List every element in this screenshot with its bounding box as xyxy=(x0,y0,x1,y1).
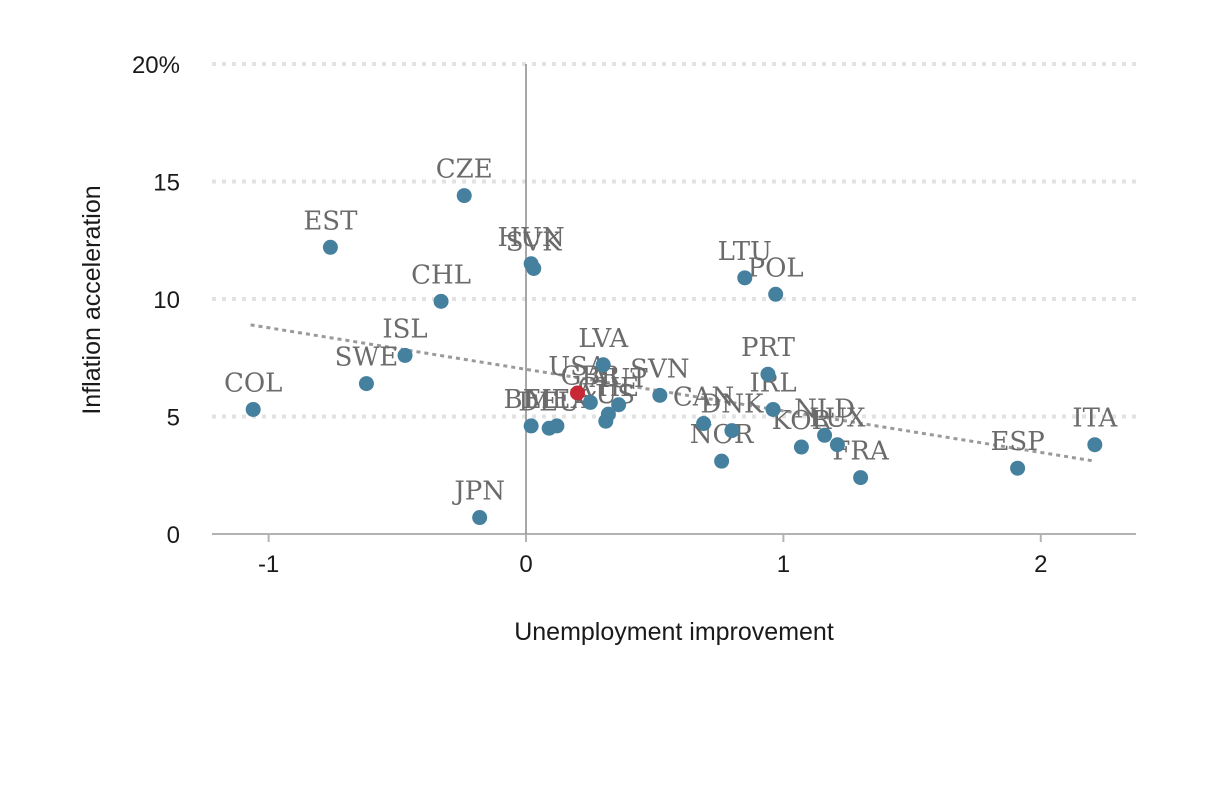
point-label-bel: BEL xyxy=(503,385,558,415)
point-label-est: EST xyxy=(303,206,358,236)
point-can xyxy=(696,416,712,432)
y-tick-label: 5 xyxy=(167,405,180,432)
point-pol xyxy=(768,286,784,302)
point-label-esp: ESP xyxy=(990,427,1044,457)
point-irl xyxy=(765,401,781,417)
point-col xyxy=(245,401,261,417)
point-cze xyxy=(456,188,472,204)
y-tick-label: 20% xyxy=(132,52,180,79)
tick-labels: 0 5 10 15 20% -1 0 1 2 xyxy=(132,52,1047,578)
point-label-lva: LVA xyxy=(578,324,629,354)
point-label-cze: CZE xyxy=(436,155,493,185)
point-label-lux: LUX xyxy=(809,404,866,434)
point-swe xyxy=(358,376,374,392)
point-label-prt: PRT xyxy=(741,333,796,363)
x-tick-label: -1 xyxy=(258,551,279,578)
x-axis-title: Unemployment improvement xyxy=(514,618,834,646)
point-label-dnk: DNK xyxy=(700,390,764,420)
point-dnk xyxy=(724,423,740,439)
point-label-col: COL xyxy=(224,368,282,398)
point-svk xyxy=(526,260,542,276)
y-axis-title: Inflation acceleration xyxy=(78,185,106,414)
point-mex xyxy=(549,418,565,434)
point-label-svn: SVN xyxy=(630,354,689,384)
x-tick-label: 0 xyxy=(519,551,532,578)
grid-lines xyxy=(212,62,1136,419)
point-lva xyxy=(595,357,611,373)
axes xyxy=(212,64,1136,542)
trend-line-group xyxy=(250,323,1096,463)
point-nor xyxy=(714,453,730,469)
point-prt xyxy=(760,366,776,382)
y-tick-label: 10 xyxy=(153,287,180,314)
x-tick-label: 1 xyxy=(777,551,790,578)
point-label-nld: NLD xyxy=(794,394,855,424)
point-label-hun: HUN xyxy=(497,223,564,253)
point-label-can: CAN xyxy=(673,383,734,413)
point-che xyxy=(600,406,616,422)
point-labels: COLESTSWEISLCHLCZEJPNHUNSVKBELDEUMEXUSAG… xyxy=(224,155,1119,507)
point-label-pol: POL xyxy=(748,253,804,283)
point-fra xyxy=(853,470,869,486)
point-gbr xyxy=(582,394,598,410)
point-est xyxy=(322,239,338,255)
point-nld xyxy=(817,427,833,443)
point-lux xyxy=(829,437,845,453)
y-tick-label: 0 xyxy=(167,522,180,549)
point-svn xyxy=(652,387,668,403)
point-label-jpn: JPN xyxy=(451,477,505,507)
point-label-swe: SWE xyxy=(335,343,399,373)
trend-line xyxy=(250,323,1096,463)
point-jpn xyxy=(472,510,488,526)
point-bel xyxy=(523,418,539,434)
x-tick-label: 2 xyxy=(1034,551,1047,578)
data-points xyxy=(245,188,1103,526)
point-label-deu: DEU xyxy=(518,387,580,417)
point-label-isl: ISL xyxy=(382,314,427,344)
point-ita xyxy=(1087,437,1103,453)
point-label-gbr: GBR xyxy=(561,361,622,391)
point-label-svk: SVK xyxy=(506,227,563,257)
y-tick-label: 15 xyxy=(153,170,180,197)
point-usa xyxy=(569,385,585,401)
point-label-ltu: LTU xyxy=(718,237,772,267)
point-kor xyxy=(793,439,809,455)
point-label-ita: ITA xyxy=(1072,404,1118,434)
point-aut xyxy=(611,397,627,413)
point-ltu xyxy=(737,270,753,286)
point-esp xyxy=(1010,460,1026,476)
point-isl xyxy=(397,347,413,363)
point-chl xyxy=(433,293,449,309)
point-label-chl: CHL xyxy=(411,260,471,290)
